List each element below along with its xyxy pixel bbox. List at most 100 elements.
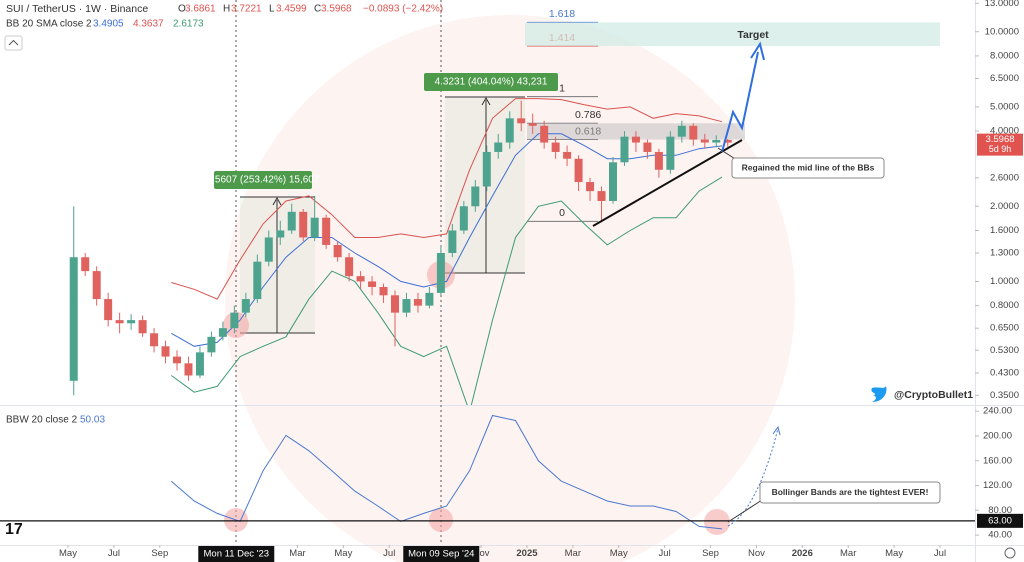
candle-body: [161, 346, 170, 357]
candle-body: [609, 162, 617, 201]
callout-box: [759, 481, 941, 504]
ohlc-value: 3.6861: [185, 4, 216, 15]
settings-icon[interactable]: [1004, 547, 1016, 559]
candle-body: [195, 352, 204, 376]
ohlc-label: O: [178, 4, 186, 15]
candle-body: [69, 257, 78, 381]
candle-body: [620, 136, 629, 163]
fib-label: 0.786: [575, 109, 601, 121]
price-tag-countdown: 5d 9h: [989, 144, 1012, 154]
y-tick-label: 1.0000: [990, 276, 1019, 287]
highlight: [704, 509, 730, 535]
candle-body: [92, 271, 101, 300]
x-tick-label: Sep: [702, 548, 719, 559]
price-pane: [69, 98, 732, 405]
x-tick-label: Mar: [289, 548, 305, 559]
ohlc-value: 3.7221: [231, 4, 262, 15]
y-tick-label: 200.00: [983, 430, 1012, 441]
candle-body: [207, 336, 216, 353]
bb-line: [171, 98, 723, 300]
candle-body: [586, 182, 595, 192]
y-tick-label: 8.0000: [990, 50, 1019, 61]
callout-pointer: [727, 499, 763, 523]
bbw-projection: [727, 427, 779, 527]
indicator-name: BB 20 SMA close 2: [6, 19, 92, 30]
indicator-name: BBW 20 close 2: [6, 415, 78, 426]
x-tick-label: May: [885, 548, 903, 559]
x-tick-label: Jul: [383, 548, 395, 559]
collapse-icon: [8, 39, 19, 46]
y-tick-label: 120.00: [983, 480, 1012, 491]
target-label: Target: [737, 29, 769, 41]
x-tick-label: Mar: [565, 548, 581, 559]
price-tag: [977, 133, 1023, 156]
candle-body: [104, 299, 113, 321]
candle-body: [127, 320, 136, 324]
candle-body: [631, 136, 640, 143]
measure-arrowhead: [272, 196, 282, 206]
candle-body: [654, 151, 663, 170]
candle-body: [528, 123, 537, 126]
tv-logo: 17: [5, 521, 23, 538]
candle-body: [345, 257, 354, 277]
candle-body: [540, 125, 549, 143]
candle-body: [368, 281, 377, 287]
candle-body: [413, 299, 422, 306]
candle-body: [712, 139, 721, 143]
date-marker: [198, 546, 275, 562]
x-tick-label: 2026: [792, 548, 813, 559]
candle-body: [459, 206, 468, 231]
callout-box: [731, 157, 885, 179]
x-tick-label: Nov: [473, 548, 490, 559]
ohlc-label: H: [223, 4, 230, 15]
candle-body: [505, 118, 514, 143]
trend-line: [592, 139, 743, 227]
fib-label: 1.618: [549, 8, 575, 20]
callout-text: Regained the mid line of the BBs: [742, 162, 875, 172]
candle-body: [276, 230, 285, 238]
candle-body: [173, 356, 181, 364]
bb-line: [171, 176, 723, 405]
candle-body: [574, 158, 583, 183]
date-marker-label: Mon 11 Dec '23: [204, 549, 270, 560]
x-tick-label: Sep: [151, 548, 168, 559]
candle-body: [150, 333, 159, 347]
candle-body: [448, 230, 457, 253]
x-tick-label: May: [610, 548, 628, 559]
candle-body: [356, 276, 365, 282]
candle-body: [379, 286, 388, 296]
candle-body: [551, 142, 560, 152]
ohlc-label: C: [314, 4, 321, 15]
candle-body: [597, 191, 606, 201]
candle-body: [218, 328, 227, 337]
measure-label-box: [424, 73, 558, 91]
threshold-tag-label: 63.00: [988, 515, 1012, 526]
y-tick-label: 1.6000: [990, 225, 1019, 236]
fib-label: 0: [559, 207, 565, 219]
x-tick-label: 2025: [516, 548, 538, 559]
candle-body: [115, 320, 124, 324]
measure-label: 4.3231 (404.04%) 43,231: [435, 77, 548, 88]
change: −0.0893 (−2.42%): [363, 4, 443, 15]
author: @CryptoBullet1: [894, 389, 973, 401]
candle-body: [322, 217, 331, 245]
candle-body: [677, 125, 686, 137]
date-marker: [403, 546, 480, 562]
ohlc-value: 3.5968: [321, 4, 352, 15]
candle-body: [700, 139, 709, 143]
candle-body: [723, 139, 732, 143]
y-tick-label: 40.00: [988, 530, 1012, 541]
symbol: SUI / TetherUS · 1W · Binance: [6, 3, 148, 15]
candle-body: [264, 237, 273, 262]
candle-body: [494, 142, 503, 152]
collapse-button[interactable]: [4, 35, 23, 51]
ohlc-value: 3.4599: [276, 4, 307, 15]
candle-body: [643, 142, 652, 152]
projection-arrow: [721, 51, 759, 153]
indicator-value: 3.4905: [93, 19, 124, 30]
fib-label: 1: [559, 82, 565, 94]
measure-label-box: [214, 171, 312, 189]
callout-text: Bollinger Bands are the tightest EVER!: [772, 487, 929, 497]
candle-body: [241, 299, 250, 313]
